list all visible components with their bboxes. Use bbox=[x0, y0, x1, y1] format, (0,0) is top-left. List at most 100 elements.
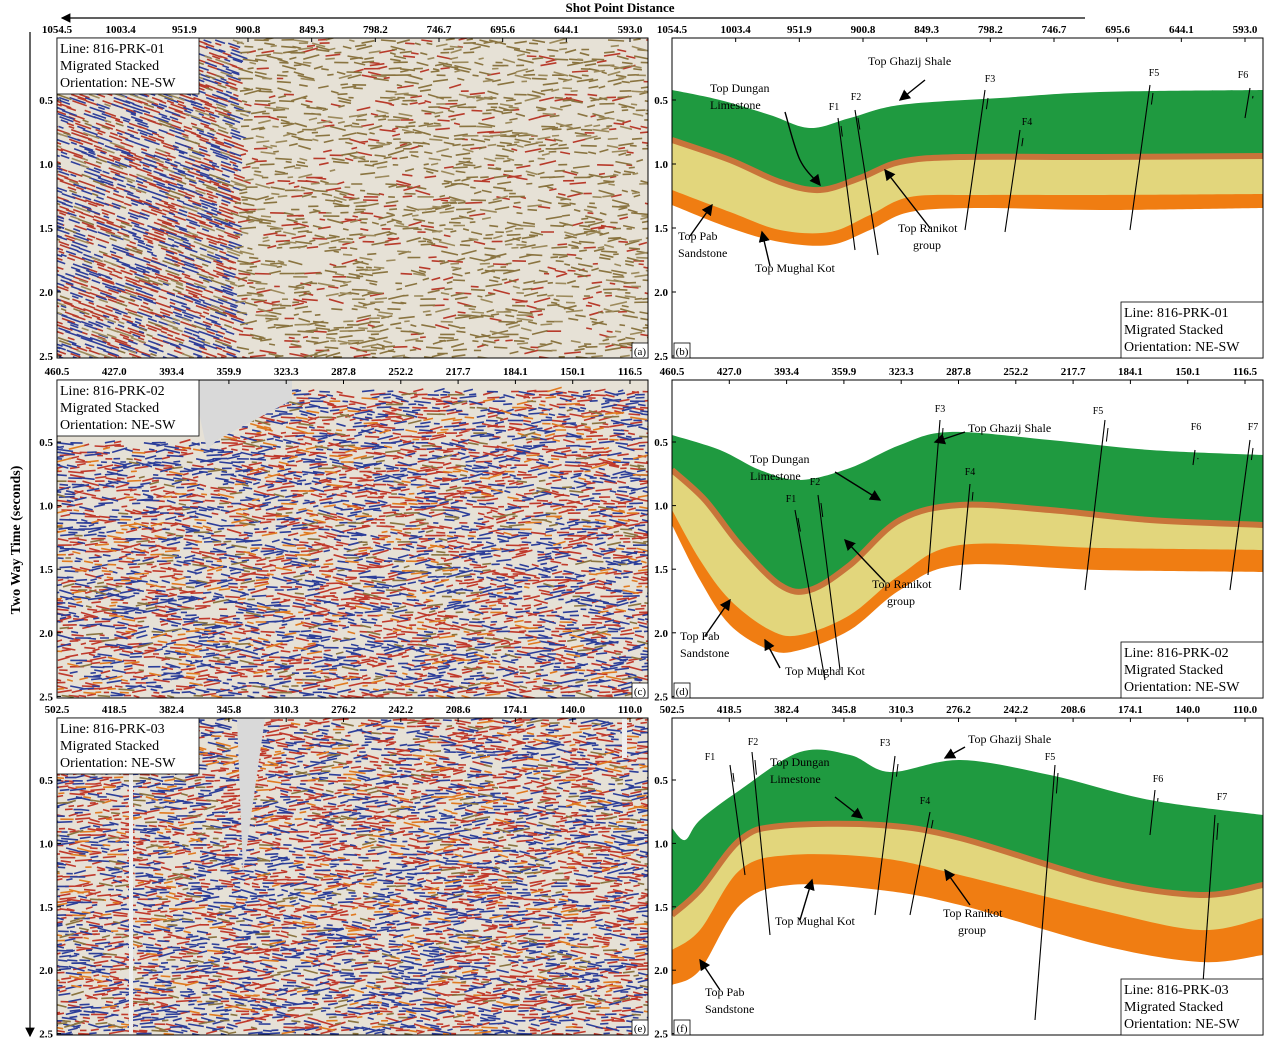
fault-label: F6 bbox=[1153, 774, 1164, 785]
x-tick-label: 174.1 bbox=[1118, 704, 1143, 716]
x-tick-label: 644.1 bbox=[1169, 24, 1194, 36]
fault-label: F2 bbox=[851, 92, 862, 103]
dungan-horizon bbox=[672, 467, 1263, 595]
fault-line bbox=[964, 89, 986, 231]
x-tick-label: 323.3 bbox=[889, 366, 914, 378]
x-tick-label: 116.5 bbox=[618, 366, 643, 378]
fault-line bbox=[927, 419, 941, 576]
annotation-arrow bbox=[799, 878, 815, 921]
fault-label: F5 bbox=[1149, 68, 1160, 79]
panel: 460.5 427.0 393.4 359.9 323.3 287.8 252.2 217.7… bbox=[39, 366, 649, 703]
x-tick-label: 593.0 bbox=[1233, 24, 1258, 36]
horizon-label: group bbox=[958, 923, 986, 937]
horizon-label: Top Ghazij Shale bbox=[868, 54, 951, 68]
annotation-arrow bbox=[844, 538, 886, 583]
info-line: Orientation: NE-SW bbox=[60, 76, 176, 91]
x-tick-label: 1003.4 bbox=[721, 24, 752, 36]
x-tick-label: 276.2 bbox=[946, 704, 971, 716]
info-box bbox=[1120, 641, 1264, 699]
y-tick-label: 1.0 bbox=[654, 501, 668, 513]
panel-body bbox=[672, 38, 1263, 358]
fault-line bbox=[874, 755, 896, 916]
x-tick-label: 174.1 bbox=[503, 704, 528, 716]
info-line: Orientation: NE-SW bbox=[1124, 1017, 1240, 1032]
fault-line bbox=[751, 751, 771, 936]
x-tick-label: 184.1 bbox=[503, 366, 528, 378]
fault-line bbox=[1084, 419, 1106, 591]
panel-letter: (d) bbox=[676, 686, 689, 698]
x-tick-label: 798.2 bbox=[363, 24, 388, 36]
letter-box bbox=[631, 682, 649, 699]
fault-line bbox=[1149, 789, 1156, 836]
horizon-label: Limestone bbox=[770, 772, 821, 786]
fault-tick bbox=[732, 772, 735, 782]
horizon-label: group bbox=[887, 594, 915, 608]
info-line: Line: 816-PRK-03 bbox=[1124, 983, 1229, 998]
fault-label: F4 bbox=[1022, 117, 1033, 128]
y-tick-label: 2.0 bbox=[39, 965, 53, 977]
annotation-arrow bbox=[834, 471, 882, 501]
x-tick-label: 310.3 bbox=[274, 704, 299, 716]
info-line: Migrated Stacked bbox=[60, 401, 159, 416]
horizon-label: Top Ghazij Shale bbox=[968, 421, 1051, 435]
horizon-label: Top Pab bbox=[678, 229, 718, 243]
x-tick-label: 382.4 bbox=[774, 704, 799, 716]
no-data-gap bbox=[622, 718, 627, 758]
fault-label: F7 bbox=[1248, 422, 1259, 433]
fault-label: F3 bbox=[880, 738, 891, 749]
x-tick-label: 276.2 bbox=[331, 704, 356, 716]
fault-tick bbox=[1216, 822, 1219, 840]
panel-border bbox=[671, 717, 1264, 1036]
no-data-gap bbox=[237, 718, 265, 873]
fault-label: F4 bbox=[920, 796, 931, 807]
green-layer bbox=[672, 749, 1263, 915]
letter-box bbox=[673, 1019, 691, 1036]
seismic-reflectors bbox=[57, 38, 648, 358]
x-tick-label: 217.7 bbox=[1061, 366, 1086, 378]
y-tick-label: 2.0 bbox=[654, 628, 668, 640]
y-tick-label: 2.5 bbox=[39, 1029, 53, 1041]
letter-box bbox=[673, 682, 691, 699]
y-tick-label: 1.0 bbox=[39, 501, 53, 513]
fault-label: F6 bbox=[1191, 422, 1202, 433]
fault-line bbox=[1192, 449, 1196, 466]
info-line: Migrated Stacked bbox=[1124, 1000, 1223, 1015]
x-tick-label: 427.0 bbox=[717, 366, 742, 378]
horizon-label: group bbox=[913, 238, 941, 252]
x-tick-label: 1054.5 bbox=[657, 24, 688, 36]
x-tick-label: 323.3 bbox=[274, 366, 299, 378]
horizon-label: Top Mughal Kot bbox=[785, 664, 865, 678]
y-tick-label: 2.0 bbox=[39, 287, 53, 299]
x-tick-label: 746.7 bbox=[1042, 24, 1067, 36]
y-tick-label: 2.5 bbox=[39, 351, 53, 363]
horizon-label: Top Pab bbox=[680, 629, 720, 643]
dungan-horizon bbox=[672, 820, 1263, 918]
dungan-horizon bbox=[672, 137, 1263, 194]
horizon-label: Top Dungan bbox=[750, 452, 809, 466]
x-tick-label: 359.9 bbox=[832, 366, 857, 378]
horizon-label: Top Dungan bbox=[710, 81, 769, 95]
x-tick-label: 418.5 bbox=[717, 704, 742, 716]
fault-label: F4 bbox=[965, 467, 976, 478]
x-tick-label: 951.9 bbox=[787, 24, 812, 36]
x-tick-label: 150.1 bbox=[1175, 366, 1200, 378]
y-tick-label: 2.5 bbox=[654, 691, 668, 703]
y-tick-label: 2.0 bbox=[39, 628, 53, 640]
fault-label: F3 bbox=[935, 404, 946, 415]
fault-tick bbox=[857, 117, 861, 130]
x-tick-label: 242.2 bbox=[388, 704, 413, 716]
info-line: Migrated Stacked bbox=[1124, 663, 1223, 678]
info-box bbox=[56, 717, 200, 775]
fault-line bbox=[1229, 439, 1251, 591]
orange-layer bbox=[672, 823, 1263, 985]
x-tick-label: 460.5 bbox=[45, 366, 70, 378]
fault-line bbox=[1244, 87, 1251, 119]
x-tick-label: 393.4 bbox=[159, 366, 184, 378]
fault-line bbox=[1034, 764, 1056, 1021]
yellow-layer bbox=[672, 140, 1263, 234]
annotation-arrow bbox=[784, 111, 821, 187]
horizon-label: Top Ghazij Shale bbox=[968, 732, 1051, 746]
panel: F1 F2 F3 F4 F5 F6 F7 Top Dungan Limestone Top Gha… bbox=[654, 366, 1264, 703]
no-data-area bbox=[57, 380, 292, 450]
info-line: Line: 816-PRK-01 bbox=[1124, 306, 1229, 321]
